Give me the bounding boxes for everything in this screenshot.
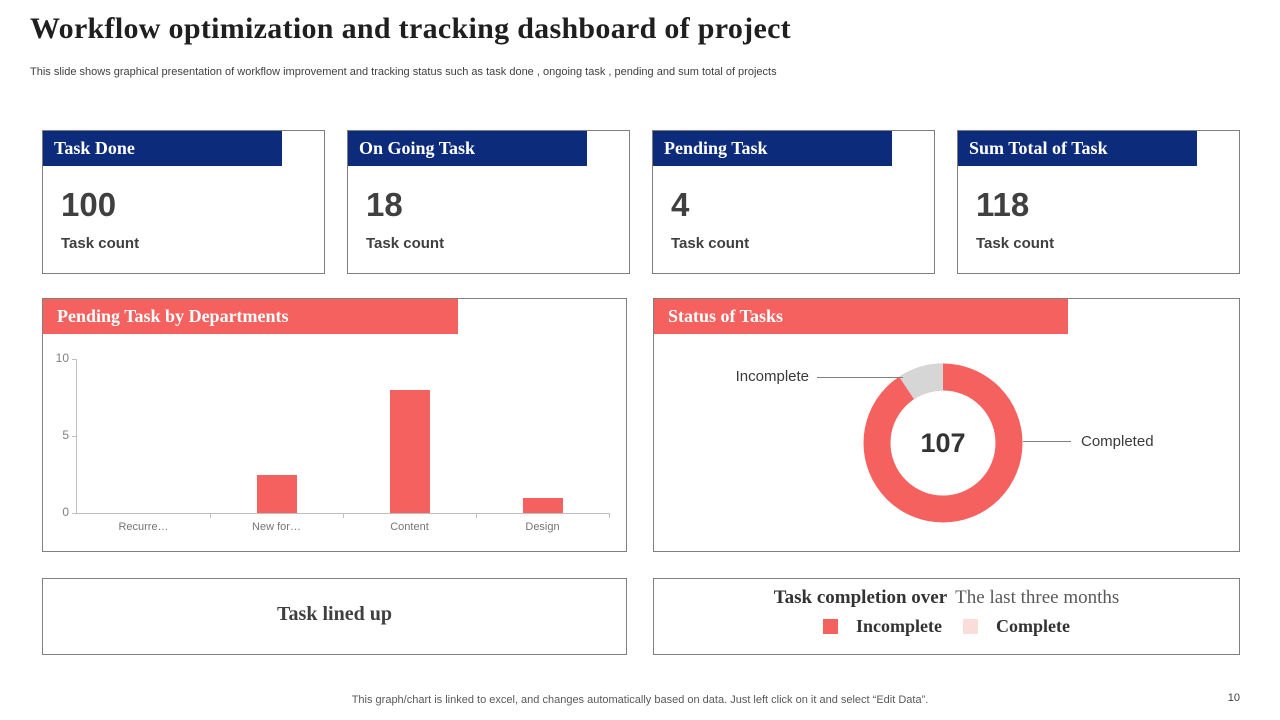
donut-label-incomplete: Incomplete	[735, 368, 809, 385]
kpi-card-pending-task: Pending Task 4 Task count	[652, 130, 935, 274]
y-axis-tick	[72, 513, 77, 514]
legend-item-incomplete: Incomplete	[823, 616, 942, 637]
y-axis-tick	[72, 359, 77, 360]
leader-line-incomplete	[817, 377, 903, 378]
bar-design	[522, 497, 563, 513]
donut-ring-incomplete	[863, 363, 1023, 523]
kpi-value: 100	[61, 186, 117, 223]
kpi-card-sum-total: Sum Total of Task 118 Task count	[957, 130, 1240, 274]
kpi-value: 18	[366, 186, 403, 223]
x-axis-tick	[343, 513, 344, 518]
kpi-card-ongoing-task: On Going Task 18 Task count	[347, 130, 630, 274]
task-completion-title: Task completion over The last three month…	[654, 587, 1239, 609]
x-axis-tick	[210, 513, 211, 518]
donut-chart-title: Status of Tasks	[654, 299, 1068, 334]
kpi-label: Task count	[61, 235, 140, 252]
kpi-card-task-done: Task Done 100 Task count	[42, 130, 325, 274]
kpi-label: Task count	[366, 235, 445, 252]
legend-swatch-incomplete	[823, 619, 839, 634]
y-tick-label: 10	[55, 351, 69, 365]
kpi-card-header: Task Done	[43, 131, 282, 166]
legend-label-complete: Complete	[996, 616, 1070, 636]
footer-note: This graph/chart is linked to excel, and…	[351, 694, 929, 706]
task-completion-title-bold: Task completion over	[773, 587, 948, 608]
task-lined-up-label: Task lined up	[277, 603, 392, 625]
page-title: Workflow optimization and tracking dashb…	[30, 12, 791, 45]
kpi-value: 118	[976, 186, 1030, 223]
bar-content	[389, 389, 430, 513]
bar-chart-title: Pending Task by Departments	[43, 299, 458, 334]
x-tick-label: New for…	[252, 521, 301, 533]
leader-line-completed	[1023, 441, 1071, 442]
kpi-value: 4	[671, 186, 690, 223]
y-tick-label: 0	[62, 505, 69, 519]
donut-center-value: 107	[920, 428, 966, 458]
bar-newfor	[256, 474, 297, 513]
x-axis-tick	[609, 513, 610, 518]
x-tick-label: Content	[390, 521, 429, 533]
legend-item-complete: Complete	[963, 616, 1070, 637]
task-completion-box: Task completion over The last three month…	[653, 578, 1240, 655]
page-number: 10	[1227, 692, 1240, 704]
x-axis-tick	[476, 513, 477, 518]
kpi-label: Task count	[671, 235, 750, 252]
task-completion-title-rest: The last three months	[955, 587, 1120, 608]
bar-plot: Recurre… New for… Content Design 0 5 10	[56, 351, 610, 533]
legend-label-incomplete: Incomplete	[856, 616, 942, 636]
page-subtitle: This slide shows graphical presentation …	[30, 66, 777, 78]
kpi-card-header: Pending Task	[653, 131, 892, 166]
donut-chart	[863, 363, 1023, 523]
task-lined-up-box: Task lined up	[42, 578, 627, 655]
bar-chart-panel: Pending Task by Departments Recurre… New …	[42, 298, 627, 552]
donut-label-completed: Completed	[1081, 433, 1154, 450]
y-axis-tick	[72, 436, 77, 437]
kpi-label: Task count	[976, 235, 1055, 252]
donut-chart-panel: Status of Tasks 107 Incomplete Completed	[653, 298, 1240, 552]
kpi-card-header: Sum Total of Task	[958, 131, 1197, 166]
legend-swatch-complete	[963, 619, 978, 634]
x-tick-label: Recurre…	[118, 521, 169, 533]
y-tick-label: 5	[62, 428, 69, 442]
kpi-card-header: On Going Task	[348, 131, 587, 166]
x-tick-label: Design	[525, 521, 560, 533]
task-completion-legend: Incomplete Complete	[654, 616, 1239, 637]
